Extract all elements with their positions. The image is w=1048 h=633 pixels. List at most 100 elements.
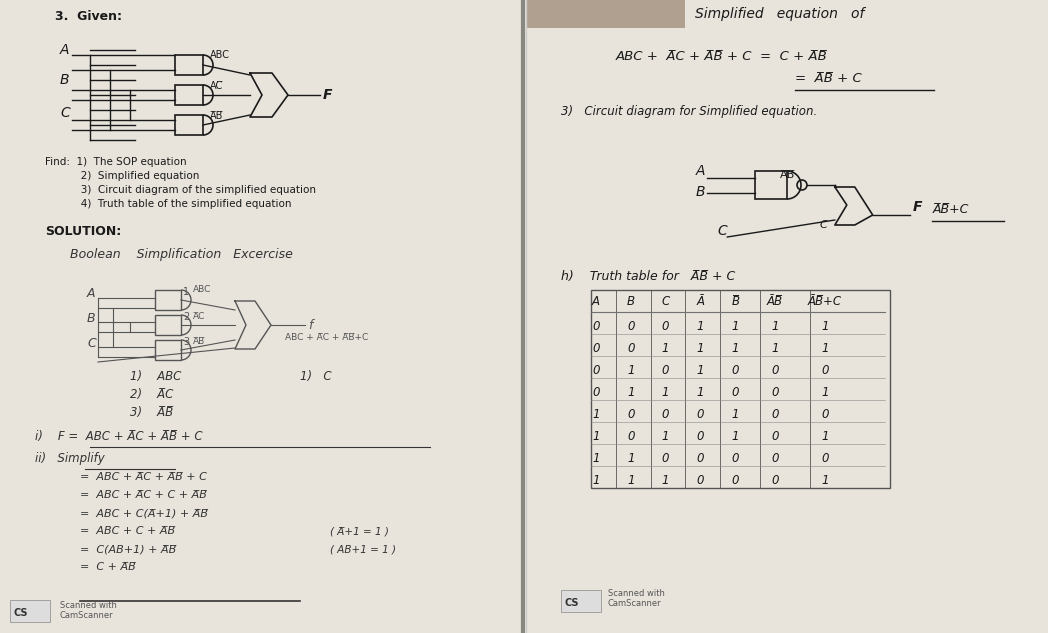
Bar xyxy=(175,115,203,135)
Text: 1)   C: 1) C xyxy=(300,370,331,383)
Text: =  A̅B̅ + C: = A̅B̅ + C xyxy=(795,72,861,85)
Text: 0: 0 xyxy=(661,408,670,421)
Text: 0: 0 xyxy=(592,320,599,333)
Text: 1: 1 xyxy=(592,408,599,421)
Text: 0: 0 xyxy=(771,474,779,487)
Text: F: F xyxy=(913,200,922,214)
Text: 3)  Circuit diagram of the simplified equation: 3) Circuit diagram of the simplified equ… xyxy=(45,185,316,195)
Text: =  ABC + A̅C + A̅B̅ + C: = ABC + A̅C + A̅B̅ + C xyxy=(80,472,206,482)
Text: 1: 1 xyxy=(771,342,779,355)
Text: 1: 1 xyxy=(697,364,704,377)
Text: 1: 1 xyxy=(592,430,599,443)
Text: 1: 1 xyxy=(183,287,189,297)
Text: ABC: ABC xyxy=(193,285,212,294)
Text: 1: 1 xyxy=(822,474,829,487)
Text: 1: 1 xyxy=(592,452,599,465)
Text: 0: 0 xyxy=(661,452,670,465)
Text: Ā: Ā xyxy=(696,295,704,308)
Text: C: C xyxy=(87,337,95,350)
Text: 0: 0 xyxy=(592,386,599,399)
Text: A̅C: A̅C xyxy=(193,312,205,321)
Text: 0: 0 xyxy=(697,430,704,443)
Text: Scanned with: Scanned with xyxy=(608,589,664,598)
Text: CS: CS xyxy=(565,598,580,608)
Text: A̅B̅+C: A̅B̅+C xyxy=(933,203,968,216)
Text: 1: 1 xyxy=(732,430,739,443)
Text: 1: 1 xyxy=(627,364,634,377)
Text: B: B xyxy=(696,185,705,199)
Text: ĀB̅: ĀB̅ xyxy=(767,295,783,308)
Bar xyxy=(561,590,601,612)
Text: 1: 1 xyxy=(822,386,829,399)
Text: ii)   Simplify: ii) Simplify xyxy=(35,452,105,465)
Text: Find:  1)  The SOP equation: Find: 1) The SOP equation xyxy=(45,157,187,167)
Bar xyxy=(756,171,787,199)
Text: C: C xyxy=(717,224,727,238)
Bar xyxy=(526,0,685,28)
Text: B̅: B̅ xyxy=(732,295,739,308)
Text: Boolean    Simplification   Excercise: Boolean Simplification Excercise xyxy=(70,248,292,261)
Text: 0: 0 xyxy=(732,452,739,465)
Text: ( AB+1 = 1 ): ( AB+1 = 1 ) xyxy=(330,544,396,554)
Text: C: C xyxy=(60,106,70,120)
Text: 1: 1 xyxy=(732,320,739,333)
Bar xyxy=(155,290,181,310)
Text: 1: 1 xyxy=(661,474,670,487)
Text: 1: 1 xyxy=(661,342,670,355)
Text: 0: 0 xyxy=(627,430,634,443)
Text: i)    F =  ABC + A̅C + A̅B̅ + C: i) F = ABC + A̅C + A̅B̅ + C xyxy=(35,430,202,443)
Text: A̅B̅: A̅B̅ xyxy=(210,111,223,121)
Text: 2: 2 xyxy=(183,312,190,322)
Text: =  C(AB+1) + A̅B̅: = C(AB+1) + A̅B̅ xyxy=(80,544,176,554)
Text: SOLUTION:: SOLUTION: xyxy=(45,225,122,238)
Text: ABC: ABC xyxy=(210,50,230,60)
Text: 0: 0 xyxy=(661,364,670,377)
Text: 2)  Simplified equation: 2) Simplified equation xyxy=(45,171,199,181)
Text: 0: 0 xyxy=(822,408,829,421)
Text: 1: 1 xyxy=(732,408,739,421)
Text: 0: 0 xyxy=(697,474,704,487)
Text: 0: 0 xyxy=(771,430,779,443)
Text: A: A xyxy=(87,287,95,300)
Bar xyxy=(155,315,181,335)
Text: 1: 1 xyxy=(661,386,670,399)
Text: 0: 0 xyxy=(771,408,779,421)
Text: B: B xyxy=(60,73,69,87)
Text: B: B xyxy=(87,312,95,325)
Text: 0: 0 xyxy=(697,452,704,465)
Text: 0: 0 xyxy=(697,408,704,421)
Text: 1: 1 xyxy=(822,342,829,355)
Text: =  ABC + C + A̅B̅: = ABC + C + A̅B̅ xyxy=(80,526,175,536)
Text: 4)  Truth table of the simplified equation: 4) Truth table of the simplified equatio… xyxy=(45,199,291,209)
Text: 0: 0 xyxy=(732,474,739,487)
Text: A: A xyxy=(696,164,705,178)
Bar xyxy=(175,55,203,75)
Text: 1: 1 xyxy=(697,320,704,333)
Text: 1: 1 xyxy=(732,342,739,355)
Text: 0: 0 xyxy=(592,364,599,377)
Text: 1: 1 xyxy=(627,474,634,487)
Text: A̅B̅: A̅B̅ xyxy=(780,170,795,180)
Text: C: C xyxy=(661,295,670,308)
Text: 0: 0 xyxy=(771,452,779,465)
Text: 1: 1 xyxy=(822,430,829,443)
Text: ( A̅+1 = 1 ): ( A̅+1 = 1 ) xyxy=(330,526,389,536)
Text: 2)    A̅C: 2) A̅C xyxy=(130,388,173,401)
Text: 0: 0 xyxy=(627,408,634,421)
Text: CS: CS xyxy=(14,608,28,618)
Text: 0: 0 xyxy=(732,364,739,377)
Text: 0: 0 xyxy=(822,364,829,377)
Text: A̅B̅: A̅B̅ xyxy=(193,337,205,346)
Text: 1: 1 xyxy=(592,474,599,487)
Text: 1: 1 xyxy=(661,430,670,443)
Text: 0: 0 xyxy=(822,452,829,465)
Text: 0: 0 xyxy=(661,320,670,333)
Text: =  C + A̅B̅: = C + A̅B̅ xyxy=(80,562,136,572)
Text: ABC + A̅C + A̅B̅+C: ABC + A̅C + A̅B̅+C xyxy=(285,333,368,342)
Text: h)    Truth table for   A̅B̅ + C: h) Truth table for A̅B̅ + C xyxy=(561,270,736,283)
Text: 1: 1 xyxy=(771,320,779,333)
Text: CamScanner: CamScanner xyxy=(60,611,113,620)
Text: f: f xyxy=(308,319,312,332)
Text: 1)    ABC: 1) ABC xyxy=(130,370,181,383)
Bar xyxy=(155,340,181,360)
